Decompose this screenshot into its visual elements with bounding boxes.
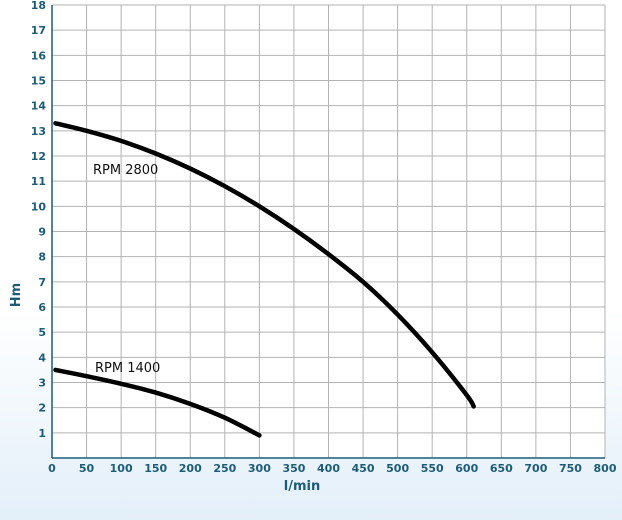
x-tick-label-550: 550 — [421, 462, 444, 475]
y-tick-label-2: 2 — [38, 402, 46, 415]
y-tick-label-18: 18 — [31, 0, 46, 12]
series-line-0 — [53, 121, 476, 409]
y-tick-label-5: 5 — [38, 326, 46, 339]
y-tick-label-1: 1 — [38, 427, 46, 440]
x-tick-labels: 0 50 100 150 200 250 300 350 400 450 500 550 600 650 7… — [48, 462, 617, 475]
y-tick-label-11: 11 — [31, 175, 46, 188]
y-tick-label-6: 6 — [38, 301, 46, 314]
x-tick-label-400: 400 — [317, 462, 340, 475]
y-tick-label-9: 9 — [38, 226, 46, 239]
x-tick-label-200: 200 — [179, 462, 202, 475]
x-tick-label-350: 350 — [282, 462, 305, 475]
series-label-rpm-2800: RPM 2800 — [93, 163, 158, 178]
x-tick-label-450: 450 — [352, 462, 375, 475]
y-axis-label: Hm — [9, 283, 24, 307]
axes — [51, 5, 605, 459]
y-tick-label-3: 3 — [38, 377, 46, 390]
x-tick-label-600: 600 — [455, 462, 478, 475]
y-tick-label-17: 17 — [31, 24, 46, 37]
x-tick-label-300: 300 — [248, 462, 271, 475]
x-tick-label-50: 50 — [79, 462, 95, 475]
x-tick-label-750: 750 — [559, 462, 582, 475]
y-tick-label-15: 15 — [31, 75, 46, 88]
y-tick-label-13: 13 — [31, 125, 46, 138]
x-axis-label: l/min — [284, 479, 320, 494]
x-tick-label-0: 0 — [48, 462, 56, 475]
x-tick-label-150: 150 — [144, 462, 167, 475]
x-tick-label-800: 800 — [594, 462, 617, 475]
y-tick-label-7: 7 — [38, 276, 46, 289]
pump-curves — [53, 121, 476, 438]
y-tick-label-4: 4 — [38, 351, 46, 364]
x-tick-label-650: 650 — [490, 462, 513, 475]
x-tick-label-500: 500 — [386, 462, 409, 475]
x-tick-label-250: 250 — [213, 462, 236, 475]
series-line-1 — [53, 367, 262, 438]
y-tick-label-12: 12 — [31, 150, 46, 163]
y-tick-label-8: 8 — [38, 251, 46, 264]
series-label-rpm-1400: RPM 1400 — [95, 361, 160, 376]
x-tick-label-700: 700 — [524, 462, 547, 475]
y-tick-label-16: 16 — [31, 49, 47, 62]
y-tick-label-14: 14 — [31, 100, 47, 113]
y-tick-label-10: 10 — [31, 200, 47, 213]
grid-lines — [52, 4, 606, 458]
x-tick-label-100: 100 — [110, 462, 133, 475]
